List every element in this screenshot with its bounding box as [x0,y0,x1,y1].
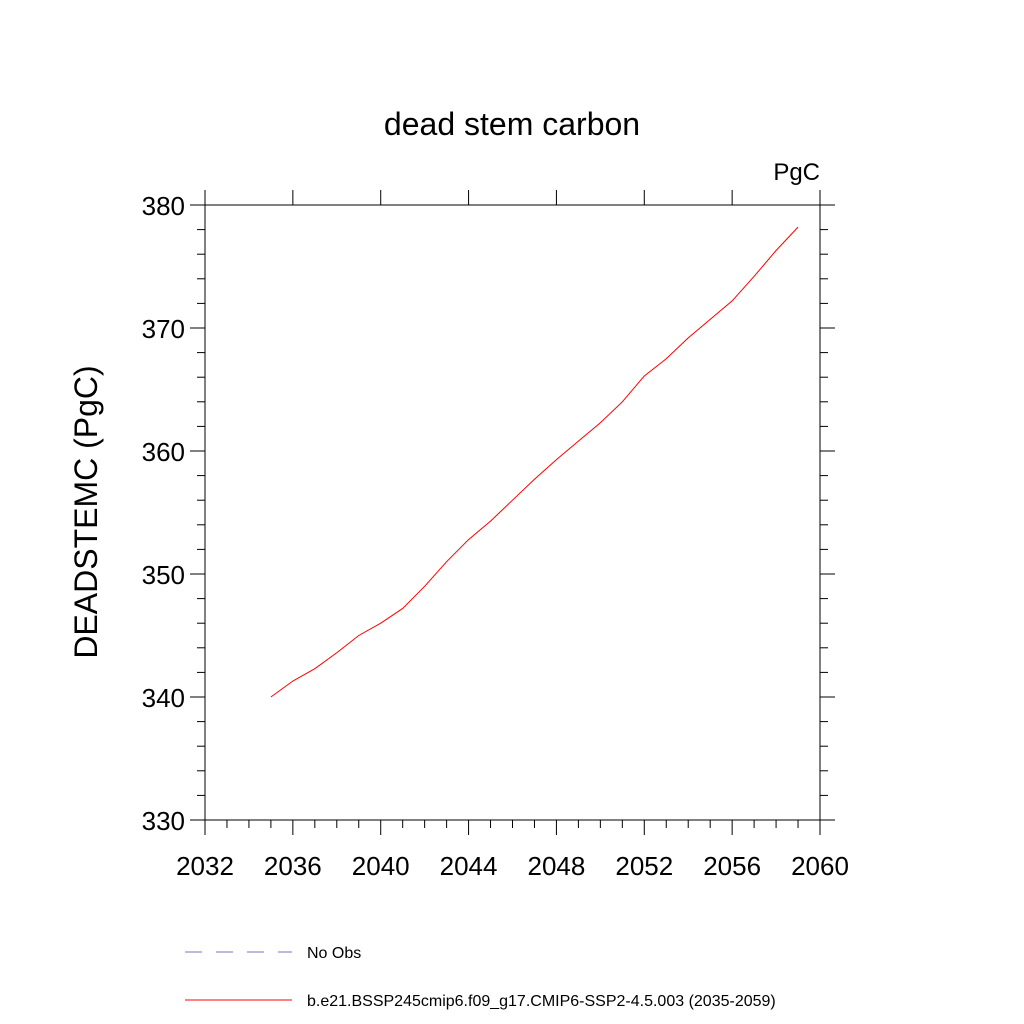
series-layer [270,226,799,698]
x-tick-label: 2036 [264,851,322,881]
x-tick-labels: 2032 2036 2040 2044 2048 2052 2056 2060 [176,851,849,881]
x-tick-label: 2052 [615,851,673,881]
y-tick-label: 360 [142,437,185,467]
y-tick-label: 330 [142,806,185,836]
legend-label-1: b.e21.BSSP245cmip6.f09_g17.CMIP6-SSP2-4.… [307,993,776,1010]
x-tick-label: 2056 [703,851,761,881]
x-tick-label: 2032 [176,851,234,881]
plot-frame [204,204,821,821]
legend: No Obs b.e21.BSSP245cmip6.f09_g17.CMIP6-S… [185,945,776,1010]
x-tick-label: 2044 [440,851,498,881]
x-tick-label: 2040 [352,851,410,881]
units-label: PgC [773,159,820,186]
major-ticks [190,190,835,835]
y-axis-label: DEADSTEMC (PgC) [68,365,104,658]
x-tick-label: 2060 [791,851,849,881]
y-tick-label: 380 [142,191,185,221]
x-tick-label: 2048 [528,851,586,881]
y-tick-labels: 330 340 350 360 370 380 [142,191,185,836]
chart-title: dead stem carbon [384,106,640,142]
minor-ticks [197,229,828,828]
legend-label-0: No Obs [307,945,361,962]
y-tick-label: 340 [142,683,185,713]
series-line-0 [270,226,799,698]
y-tick-label: 370 [142,314,185,344]
y-tick-label: 350 [142,560,185,590]
